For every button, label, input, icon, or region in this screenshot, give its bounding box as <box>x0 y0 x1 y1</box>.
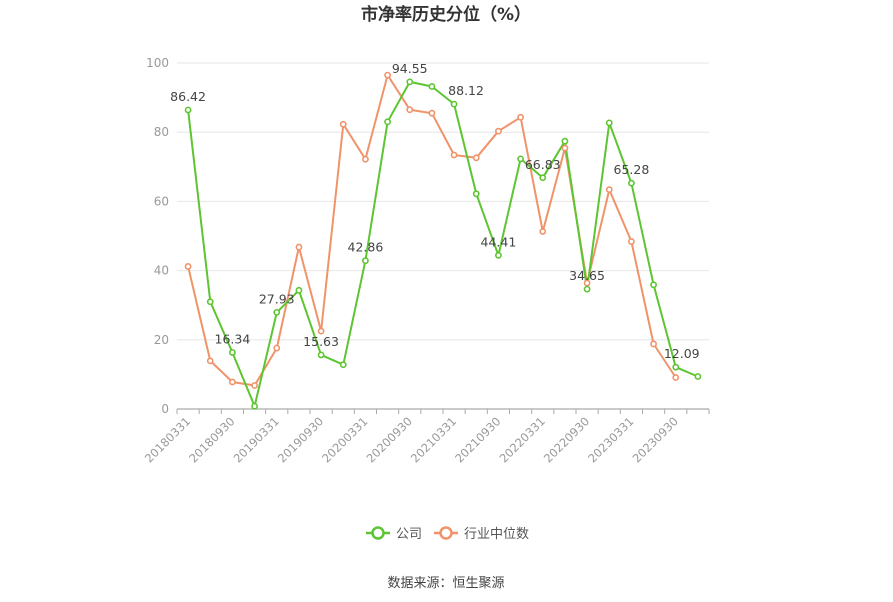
x-tick-label: 20190331 <box>231 414 282 465</box>
y-tick-label: 80 <box>154 125 169 139</box>
data-point-company[interactable] <box>628 179 635 187</box>
data-point-industry[interactable] <box>362 155 369 163</box>
y-tick-label: 0 <box>161 402 169 416</box>
x-tick-label: 20230930 <box>630 414 681 465</box>
x-tick-label: 20180930 <box>186 414 237 465</box>
data-point-industry[interactable] <box>206 357 214 365</box>
legend-marker-company <box>371 526 385 540</box>
data-point-company[interactable] <box>539 174 547 182</box>
x-tick-label: 20200930 <box>364 414 415 465</box>
data-labels: 86.42 16.34 27.93 15.63 42.86 94.55 88.12 44.41… <box>170 61 699 361</box>
data-point-company[interactable] <box>605 119 613 127</box>
y-tick-label: 20 <box>154 333 169 347</box>
data-point-company[interactable] <box>206 298 214 306</box>
series-points <box>184 71 702 410</box>
data-point-company[interactable] <box>428 83 436 90</box>
data-point-company[interactable] <box>384 118 391 126</box>
data-label: 94.55 <box>392 61 428 76</box>
data-point-industry[interactable] <box>317 327 325 335</box>
x-axis: 2018033120180930201903312019093020200331… <box>142 408 710 466</box>
data-label: 44.41 <box>481 234 517 249</box>
data-point-industry[interactable] <box>251 382 258 389</box>
legend: 公司 行业中位数 <box>366 526 529 542</box>
data-point-industry[interactable] <box>229 378 236 386</box>
x-tick-label: 20220331 <box>497 414 548 465</box>
data-point-company[interactable] <box>450 100 458 108</box>
data-point-company[interactable] <box>517 155 524 163</box>
legend-item-company[interactable]: 公司 <box>366 526 422 542</box>
data-point-industry[interactable] <box>628 238 635 245</box>
data-point-company[interactable] <box>694 373 702 380</box>
data-source: 数据来源：恒生聚源 <box>387 576 504 591</box>
data-label: 34.65 <box>569 268 605 283</box>
data-point-industry[interactable] <box>184 263 192 270</box>
x-tick-label: 20200331 <box>319 414 370 465</box>
data-point-industry[interactable] <box>495 127 502 135</box>
y-tick-label: 40 <box>154 264 169 278</box>
data-label: 15.63 <box>303 334 339 349</box>
data-point-industry[interactable] <box>428 109 436 117</box>
data-point-company[interactable] <box>406 78 414 86</box>
data-point-company[interactable] <box>184 106 192 114</box>
data-point-company[interactable] <box>472 190 480 198</box>
data-point-company[interactable] <box>495 251 502 259</box>
y-axis: 0 20 40 60 80 100 <box>146 56 169 416</box>
series-line-industry <box>187 74 677 387</box>
data-label: 27.93 <box>259 291 295 306</box>
data-label: 42.86 <box>348 240 384 255</box>
data-point-company[interactable] <box>339 361 347 369</box>
x-tick-label: 20190930 <box>275 414 326 465</box>
data-label: 86.42 <box>170 89 206 104</box>
data-label: 12.09 <box>664 346 700 361</box>
data-point-industry[interactable] <box>605 186 613 194</box>
data-point-industry[interactable] <box>672 374 680 381</box>
data-point-company[interactable] <box>561 137 569 145</box>
data-point-industry[interactable] <box>561 144 569 152</box>
x-tick-label: 20230331 <box>585 414 636 465</box>
data-point-company[interactable] <box>583 285 591 293</box>
data-point-company[interactable] <box>362 257 369 265</box>
data-point-company[interactable] <box>251 402 258 410</box>
data-label: 65.28 <box>614 162 650 177</box>
series-lines <box>187 74 699 408</box>
data-point-industry[interactable] <box>583 279 591 287</box>
x-tick-label: 20210331 <box>408 414 459 465</box>
x-tick-label: 20220930 <box>541 414 592 465</box>
data-point-company[interactable] <box>273 308 281 316</box>
data-point-industry[interactable] <box>273 344 281 352</box>
data-point-company[interactable] <box>672 363 680 371</box>
data-point-industry[interactable] <box>517 113 524 121</box>
data-point-company[interactable] <box>229 349 236 356</box>
data-label: 16.34 <box>215 331 251 346</box>
legend-label-industry: 行业中位数 <box>464 527 529 542</box>
data-point-industry[interactable] <box>406 106 414 114</box>
data-point-industry[interactable] <box>539 228 547 235</box>
data-point-company[interactable] <box>650 281 657 289</box>
legend-label-company: 公司 <box>396 527 422 542</box>
data-point-industry[interactable] <box>472 154 480 162</box>
grid-lines <box>177 62 709 341</box>
y-tick-label: 60 <box>154 194 169 208</box>
data-point-industry[interactable] <box>384 71 391 79</box>
x-tick-label: 20180331 <box>142 414 193 465</box>
x-tick-label: 20210930 <box>452 414 503 465</box>
series-line-company <box>187 80 699 408</box>
chart-title: 市净率历史分位（%） <box>361 4 531 25</box>
legend-marker-industry <box>439 526 453 540</box>
data-point-industry[interactable] <box>295 243 303 251</box>
legend-item-industry[interactable]: 行业中位数 <box>434 526 529 542</box>
data-point-company[interactable] <box>317 351 325 359</box>
y-tick-label: 100 <box>146 56 169 70</box>
data-point-company[interactable] <box>295 286 303 294</box>
data-point-industry[interactable] <box>650 340 657 348</box>
data-point-industry[interactable] <box>450 151 458 159</box>
data-label: 66.83 <box>525 157 561 172</box>
data-point-industry[interactable] <box>339 120 347 128</box>
data-label: 88.12 <box>448 83 484 98</box>
